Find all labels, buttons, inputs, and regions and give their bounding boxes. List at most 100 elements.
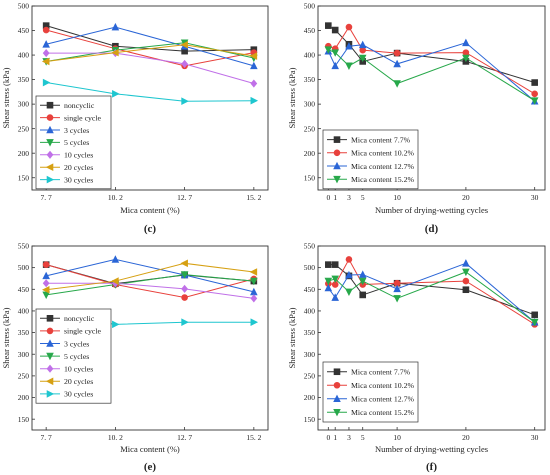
x-tick-label: 5: [361, 433, 365, 442]
legend-swatch-marker: [46, 175, 55, 184]
series-mica-content-12-7-: [324, 259, 539, 326]
series-20-cycles: [41, 40, 258, 66]
data-point: [393, 80, 401, 88]
series-mica-content-10-2-: [325, 256, 538, 328]
series-mica-content-7-7-: [325, 261, 538, 319]
y-tick-label: 500: [18, 263, 30, 272]
series-mica-content-15-2-: [324, 268, 539, 327]
legend-swatch-marker: [46, 327, 54, 335]
chart-panel-d: 150 200 250 300 350 400 450 500 0 1 3 5 10 20 30 Number…: [287, 2, 546, 235]
data-point: [331, 275, 339, 284]
legend-entry-label: Mica content 10.2%: [351, 381, 415, 390]
data-point: [531, 90, 538, 98]
legend-swatch-marker: [45, 377, 54, 386]
series-mica-content-12-7-: [324, 38, 539, 105]
legend-swatch-marker: [333, 136, 341, 143]
x-tick-label: 12. 7: [177, 433, 192, 442]
data-point: [249, 268, 258, 276]
data-point: [42, 279, 50, 288]
data-point: [359, 291, 367, 299]
x-tick-label: 1: [333, 193, 337, 202]
legend-swatch-marker: [45, 163, 54, 171]
data-point: [345, 288, 353, 297]
y-tick-label: 200: [18, 393, 30, 402]
series-line: [46, 258, 254, 293]
y-tick-label: 500: [304, 2, 316, 11]
series-line: [46, 82, 254, 102]
y-tick-label: 300: [18, 100, 30, 109]
y-tick-label: 350: [18, 75, 30, 84]
legend-swatch-marker: [46, 314, 54, 322]
x-tick-label: 0: [326, 193, 330, 202]
y-tick-label: 300: [304, 350, 316, 359]
plot-frame: [317, 5, 546, 191]
x-tick-label: 30: [531, 193, 539, 202]
legend-entry-label: 3 cycles: [64, 126, 89, 135]
legend-swatch-marker: [333, 368, 341, 376]
data-point: [181, 294, 188, 301]
legend-swatch-marker: [333, 381, 341, 389]
y-axis-label: Shear stress (kPa): [1, 67, 11, 128]
x-tick-label: 10. 2: [108, 433, 123, 442]
data-point: [324, 277, 333, 286]
panel-label: (d): [425, 223, 439, 235]
series-20-cycles: [41, 259, 258, 294]
x-axis-label: Number of drying-wetting cycles: [375, 205, 488, 215]
y-tick-label: 400: [304, 307, 316, 316]
data-point: [462, 268, 470, 277]
y-tick-label: 150: [18, 173, 30, 182]
y-tick-label: 250: [304, 371, 316, 380]
plot-frame: [317, 245, 546, 431]
y-tick-label: 350: [18, 328, 30, 337]
data-point: [531, 79, 538, 86]
data-point: [345, 256, 353, 263]
data-point: [358, 277, 367, 286]
series-single-cycle: [42, 26, 258, 70]
data-point: [180, 271, 189, 279]
data-point: [393, 295, 401, 303]
data-point: [393, 59, 401, 68]
legend-swatch-marker: [46, 125, 54, 134]
x-tick-label: 7. 7: [41, 433, 53, 442]
data-point: [250, 318, 259, 326]
x-tick-label: 0: [326, 433, 330, 442]
data-point: [331, 49, 339, 57]
data-point: [345, 42, 353, 50]
legend-swatch-marker: [333, 408, 341, 417]
data-point: [181, 318, 189, 326]
data-point: [42, 291, 50, 300]
series-line: [46, 274, 254, 296]
data-point: [324, 283, 333, 292]
legend-entry-label: Mica content 15.2%: [351, 408, 415, 417]
data-point: [324, 46, 333, 54]
data-point: [462, 38, 470, 47]
series-line: [46, 264, 254, 299]
x-tick-label: 10. 2: [108, 193, 123, 202]
series-line: [46, 262, 254, 291]
series-3-cycles: [42, 255, 258, 296]
legend-swatch-marker: [333, 175, 341, 184]
x-tick-label: 30: [531, 433, 539, 442]
y-tick-label: 250: [304, 124, 316, 133]
y-tick-label: 400: [18, 307, 30, 316]
legend-swatch-marker: [333, 394, 341, 403]
y-tick-label: 500: [18, 2, 30, 11]
data-point: [345, 62, 353, 71]
y-axis-label: Shear stress (kPa): [287, 307, 297, 368]
data-point: [462, 277, 470, 285]
legend-swatch-marker: [46, 364, 54, 373]
chart-panel-f: 150 200 250 300 350 400 450 500 550 0 1 3 5 10 20 30 Num…: [287, 242, 546, 473]
y-tick-label: 450: [304, 26, 316, 35]
data-point: [249, 52, 258, 60]
plot-frame: [31, 5, 269, 191]
data-point: [42, 271, 50, 280]
data-point: [181, 284, 189, 293]
chart-panel-e: 150 200 250 300 350 400 450 500 550 7. 7 10. 2 12. …: [1, 242, 269, 473]
x-axis-label: Number of drying-wetting cycles: [375, 444, 488, 454]
data-point: [462, 54, 470, 63]
legend-swatch-marker: [46, 390, 55, 398]
x-tick-label: 1: [333, 433, 337, 442]
y-tick-label: 250: [18, 124, 30, 133]
series-line: [46, 52, 254, 85]
data-point: [331, 26, 339, 34]
